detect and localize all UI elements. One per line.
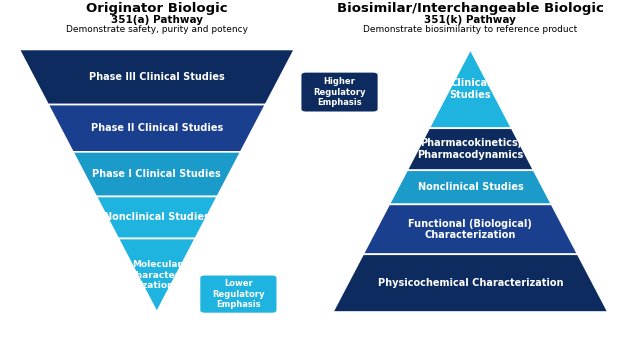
Text: Phase II Clinical Studies: Phase II Clinical Studies bbox=[91, 123, 223, 133]
Polygon shape bbox=[407, 128, 534, 170]
Polygon shape bbox=[429, 49, 512, 128]
FancyBboxPatch shape bbox=[200, 276, 276, 313]
Text: Clinical
Studies: Clinical Studies bbox=[449, 78, 492, 100]
Text: Demonstrate safety, purity and potency: Demonstrate safety, purity and potency bbox=[66, 25, 248, 34]
Text: Pharmacokinetics,
Pharmacodynamics: Pharmacokinetics, Pharmacodynamics bbox=[417, 138, 524, 160]
Text: Molecular
Character-
ization: Molecular Character- ization bbox=[130, 261, 184, 290]
Text: Demonstrate biosimilarity to reference product: Demonstrate biosimilarity to reference p… bbox=[364, 25, 577, 34]
Polygon shape bbox=[73, 152, 241, 196]
Polygon shape bbox=[19, 49, 294, 105]
Text: 351(k) Pathway: 351(k) Pathway bbox=[424, 15, 516, 25]
Text: Functional (Biological)
Characterization: Functional (Biological) Characterization bbox=[408, 219, 532, 240]
Polygon shape bbox=[333, 254, 608, 312]
Text: Biosimilar/Interchangeable Biologic: Biosimilar/Interchangeable Biologic bbox=[337, 2, 604, 15]
Polygon shape bbox=[118, 238, 195, 312]
Polygon shape bbox=[389, 170, 552, 204]
Polygon shape bbox=[96, 196, 218, 238]
Text: Nonclinical Studies: Nonclinical Studies bbox=[417, 182, 524, 192]
Polygon shape bbox=[363, 204, 578, 254]
Text: 351(a) Pathway: 351(a) Pathway bbox=[111, 15, 203, 25]
Polygon shape bbox=[48, 105, 266, 152]
Text: Phase I Clinical Studies: Phase I Clinical Studies bbox=[92, 169, 221, 179]
Text: Physicochemical Characterization: Physicochemical Characterization bbox=[378, 278, 563, 288]
Text: Nonclinical Studies: Nonclinical Studies bbox=[104, 212, 210, 222]
Text: Phase III Clinical Studies: Phase III Clinical Studies bbox=[89, 72, 225, 82]
Text: Higher
Regulatory
Emphasis: Higher Regulatory Emphasis bbox=[313, 77, 366, 107]
FancyBboxPatch shape bbox=[301, 73, 378, 112]
Text: Originator Biologic: Originator Biologic bbox=[86, 2, 228, 15]
Text: Lower
Regulatory
Emphasis: Lower Regulatory Emphasis bbox=[212, 279, 265, 309]
